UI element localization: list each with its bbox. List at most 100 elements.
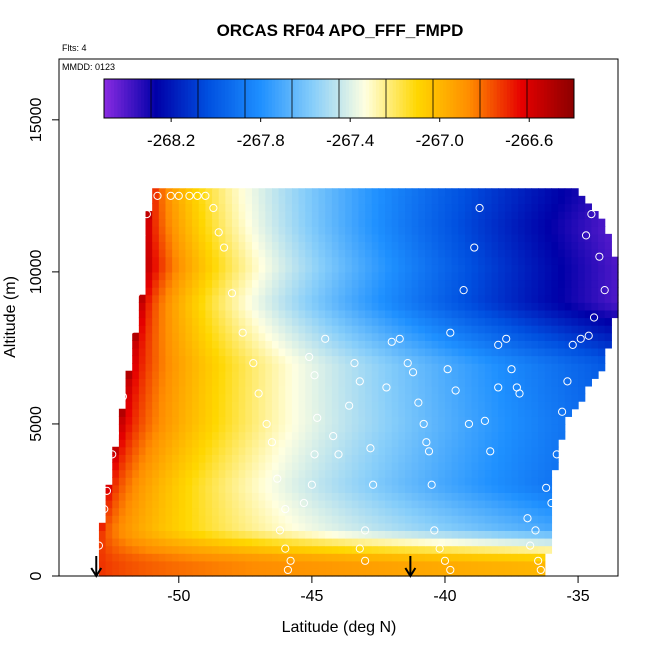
field-cell [471,256,479,265]
field-cell [551,287,559,296]
sample-point [408,368,418,377]
field-cell [431,477,439,486]
sample-point [531,526,540,535]
field-cell [504,279,513,288]
field-cell [431,385,439,395]
field-cell [225,385,233,395]
field-cell [531,211,539,220]
field-cell [391,233,399,243]
field-cell [345,211,353,220]
field-cell [578,218,586,227]
field-cell [198,317,206,326]
field-cell [471,203,479,212]
field-cell [311,469,320,478]
field-cell [285,469,293,478]
field-cell [538,317,546,326]
field-cell [245,446,253,455]
field-cell [405,203,413,212]
field-cell [225,515,233,524]
field-cell [444,256,453,265]
field-cell [278,454,286,463]
field-cell [358,340,366,349]
field-cell [425,355,433,364]
field-cell [285,264,293,273]
sample-point [121,349,130,359]
field-cell [305,393,313,402]
field-cell [385,568,393,577]
field-cell [405,241,413,250]
field-cell [258,340,266,349]
field-cell [351,279,360,288]
field-cell [531,355,539,364]
field-cell [331,408,340,417]
field-cell [511,461,519,471]
field-cell [225,393,233,402]
field-cell [205,446,213,455]
field-cell [504,233,513,243]
field-cell [212,477,220,486]
field-cell [371,553,380,562]
field-cell [544,271,553,281]
field-cell [258,461,266,471]
field-cell [325,332,333,341]
field-cell [165,537,173,547]
field-cell [192,461,200,471]
field-cell [524,530,533,539]
field-cell [598,332,606,341]
field-cell [418,363,426,372]
field-cell [371,347,380,357]
field-cell [411,363,419,372]
field-cell [285,271,293,281]
field-cell [305,279,313,288]
field-cell [398,241,406,250]
field-cell [518,568,526,577]
field-cell [205,249,213,258]
field-cell [425,423,433,433]
field-cell [358,545,366,554]
field-cell [205,423,213,433]
field-cell [112,507,120,516]
colorbar-swatch [540,79,545,118]
field-cell [331,469,340,478]
field-cell [331,279,340,288]
field-cell [331,241,340,250]
field-cell [152,568,160,577]
field-cell [498,226,506,235]
field-cell [518,423,526,433]
field-cell [185,256,193,265]
field-cell [504,484,513,493]
field-cell [371,454,380,463]
field-cell [112,477,120,486]
field-cell [431,401,439,410]
field-cell [458,401,466,410]
field-cell [564,279,573,288]
field-cell [418,203,426,212]
field-cell [498,461,506,471]
field-cell [291,499,300,509]
field-cell [398,401,406,410]
field-cell [531,233,539,243]
field-cell [192,431,200,440]
field-cell [598,355,606,364]
field-cell [125,522,133,531]
sample-point [558,179,567,188]
colorbar-swatch [480,79,484,118]
field-cell [478,241,486,250]
field-cell [491,241,499,250]
field-cell [238,195,246,205]
field-cell [431,553,439,562]
field-cell [245,522,253,531]
field-cell [218,385,226,395]
field-cell [518,537,526,547]
field-cell [331,530,340,539]
field-cell [518,211,526,220]
field-cell [132,492,140,501]
field-cell [405,469,413,478]
field-cell [165,530,173,539]
field-cell [458,370,466,379]
field-cell [398,355,406,364]
field-cell [471,560,479,569]
colorbar-swatch [560,79,565,118]
field-cell [564,408,573,417]
field-cell [205,325,213,334]
